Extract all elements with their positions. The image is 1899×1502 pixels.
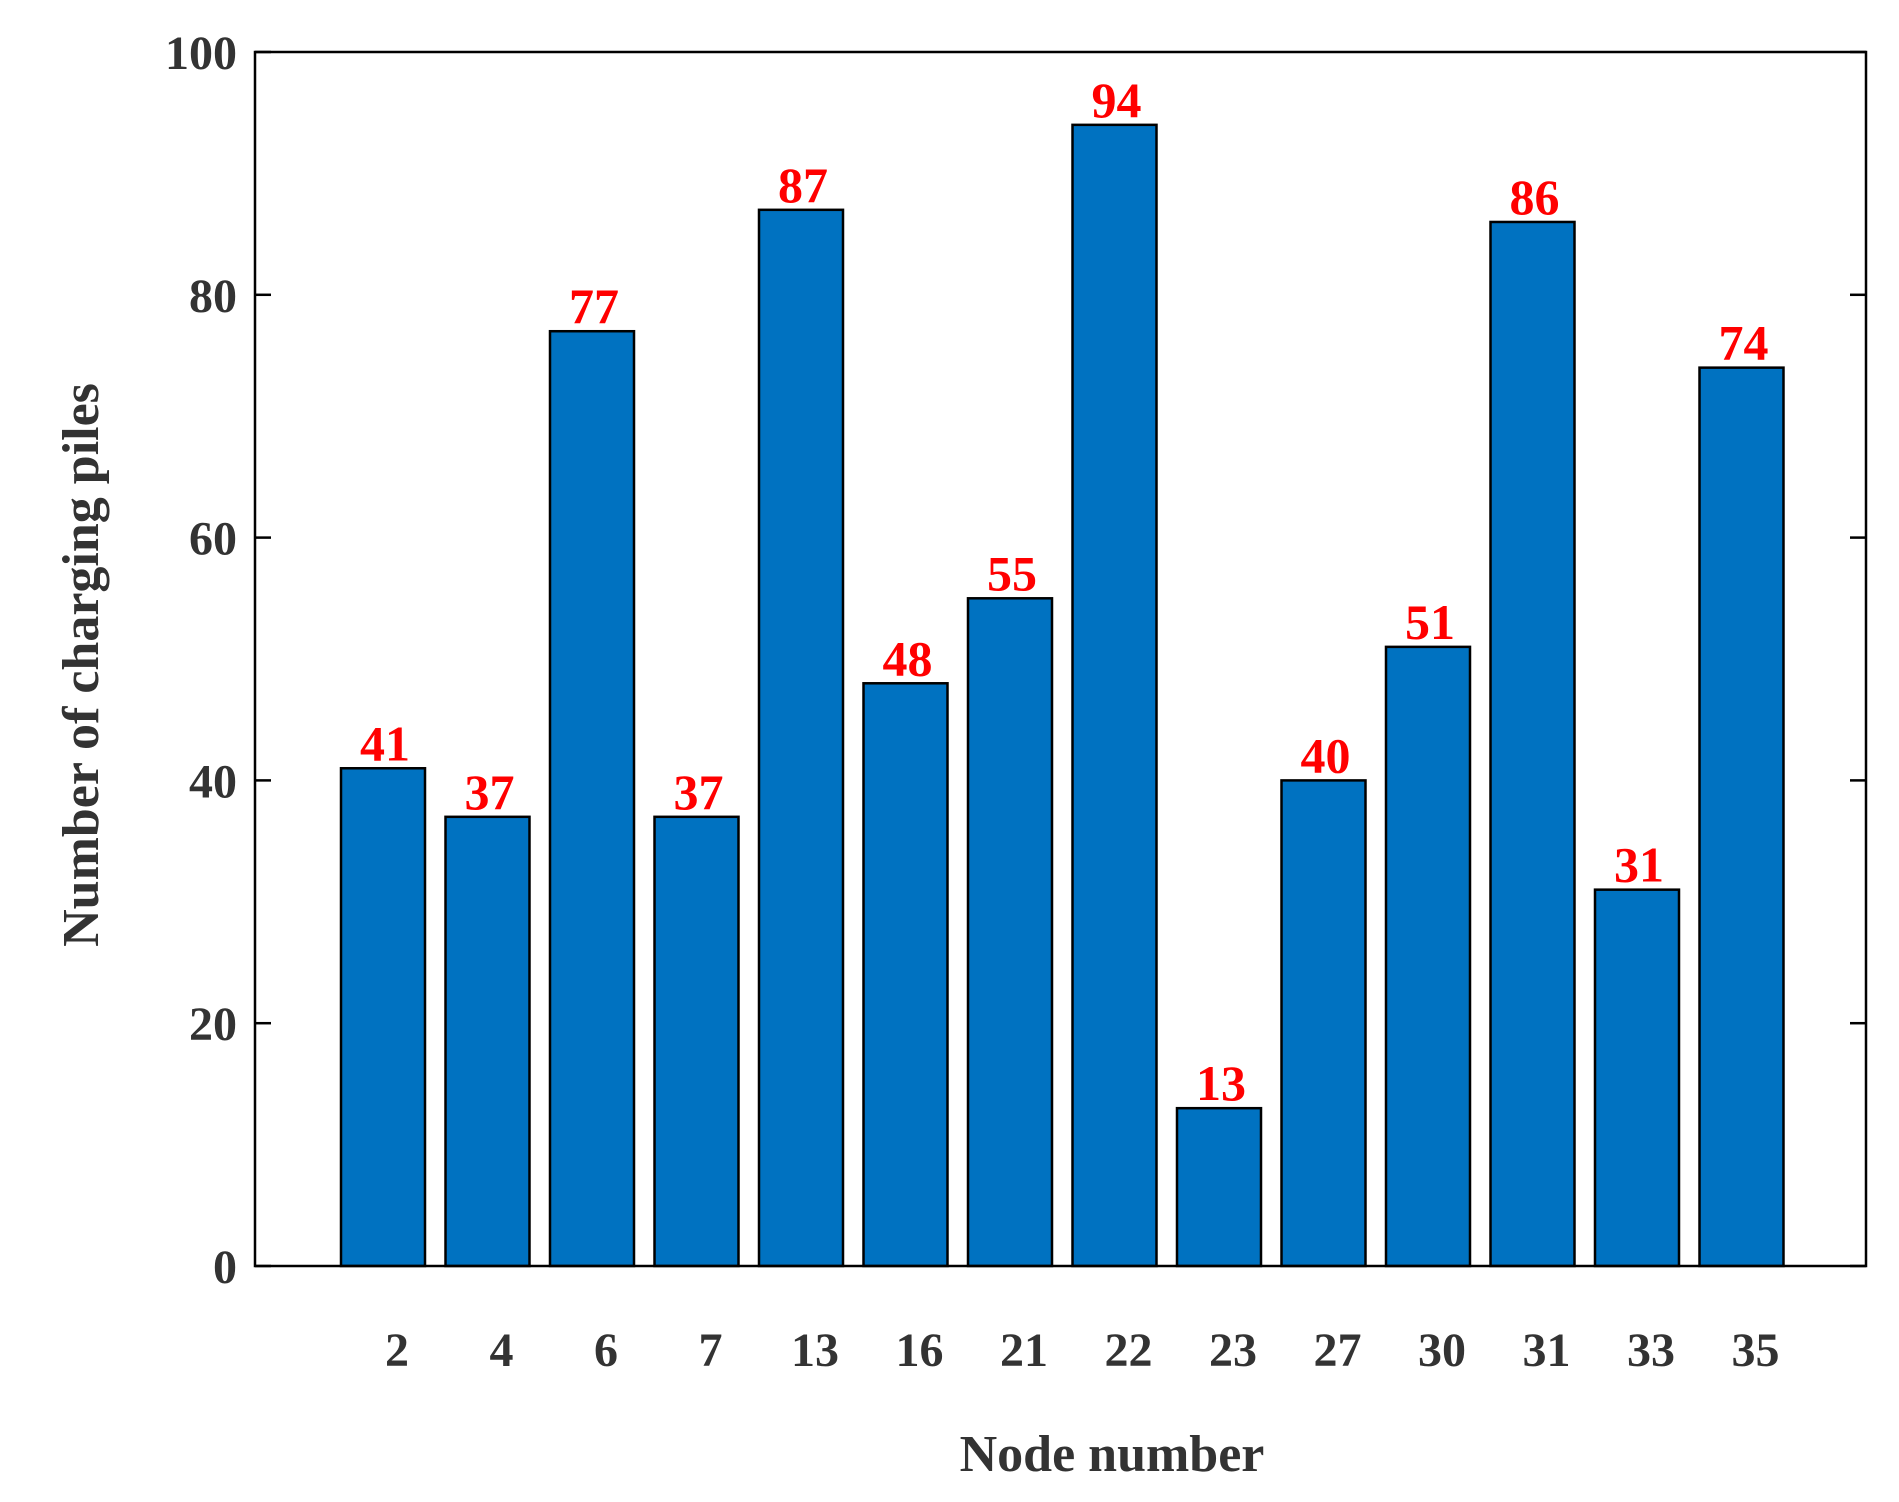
data-label-6: 77 [569,278,619,334]
bar-7 [653,815,740,1268]
x-tick-label-2: 2 [385,1324,409,1377]
data-label-16: 48 [883,630,933,686]
x-tick-label-27: 27 [1314,1324,1362,1377]
x-tick-label-35: 35 [1732,1324,1780,1377]
plot-area-frame [253,50,1868,1268]
data-label-7: 37 [674,764,724,820]
y-tick-label-60: 60 [189,513,237,566]
x-tick-label-6: 6 [594,1324,618,1377]
bar-4 [444,815,531,1268]
y-tick-label-40: 40 [189,755,237,808]
x-tick-label-16: 16 [896,1324,944,1377]
x-tick-label-4: 4 [490,1324,514,1377]
bar-30 [1384,645,1472,1268]
x-tick-label-21: 21 [1000,1324,1048,1377]
data-label-21: 55 [987,545,1037,601]
x-tick-label-7: 7 [699,1324,723,1377]
bar-27 [1280,779,1367,1268]
bar-35 [1698,366,1785,1268]
data-labels-layer: 41 37 77 37 87 48 55 94 13 40 51 86 31 74 [360,72,1769,1111]
x-tick-label-22: 22 [1105,1324,1153,1377]
x-tick-label-13: 13 [791,1324,839,1377]
x-tick-label-30: 30 [1418,1324,1466,1377]
y-tick-label-20: 20 [189,998,237,1051]
bar-21 [966,597,1054,1268]
data-label-30: 51 [1405,594,1455,650]
data-label-23: 13 [1196,1055,1246,1111]
bar-22 [1071,123,1158,1268]
data-label-22: 94 [1092,72,1142,128]
bar-23 [1175,1106,1263,1268]
data-label-31: 86 [1510,169,1560,225]
x-axis-title: Node number [960,1426,1265,1483]
x-tick-label-31: 31 [1523,1324,1571,1377]
y-tick-label-0: 0 [213,1241,237,1294]
bar-13 [757,208,845,1268]
y-axis-title: Number of charging piles [53,383,110,947]
y-axis: 0 20 40 60 80 100 [165,27,1866,1294]
bar-16 [862,682,949,1268]
data-label-2: 41 [360,715,410,771]
x-axis: 2 4 6 7 13 16 21 22 23 27 30 31 33 35 [385,1324,1780,1377]
data-label-4: 37 [465,764,515,820]
data-label-35: 74 [1719,315,1769,371]
x-tick-label-33: 33 [1627,1324,1675,1377]
bar-31 [1489,220,1576,1268]
bar-2 [339,767,427,1268]
bars-layer [339,123,1785,1268]
y-tick-label-80: 80 [189,270,237,323]
data-label-33: 31 [1614,837,1664,893]
x-tick-label-23: 23 [1209,1324,1257,1377]
bar-33 [1593,888,1681,1268]
data-label-27: 40 [1301,727,1351,783]
data-label-13: 87 [778,157,828,213]
y-tick-label-100: 100 [165,27,237,80]
bar-6 [548,329,636,1268]
